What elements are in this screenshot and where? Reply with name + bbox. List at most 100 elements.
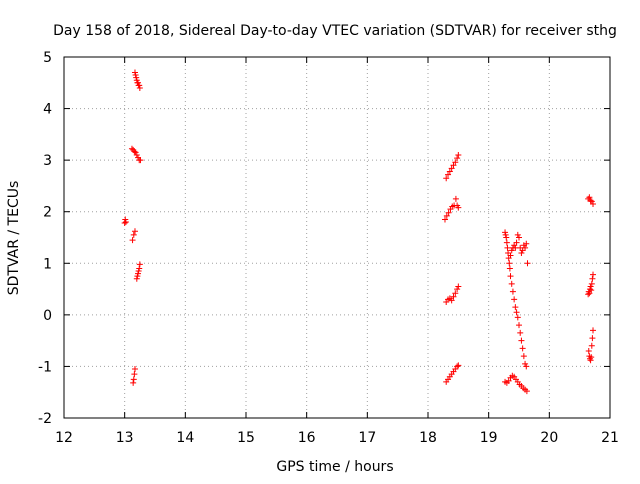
data-point [502,229,509,236]
data-point [454,155,461,162]
data-point [506,265,513,272]
data-point [121,220,128,227]
data-point [450,293,457,300]
data-point [448,165,455,172]
data-point [585,291,592,298]
data-point [135,79,142,86]
data-point [523,388,530,395]
data-point [518,249,525,256]
data-point [518,337,525,344]
data-point [131,148,138,155]
data-point [445,209,452,216]
data-point [520,353,527,360]
data-point [443,212,450,219]
data-point [450,162,457,169]
series-arc-16 [585,327,597,364]
data-point [513,309,520,316]
series-arc-3 [121,216,129,227]
data-point [136,82,143,89]
data-point [133,275,140,282]
data-point [454,286,461,293]
data-point [588,354,595,361]
series-arc-14 [585,194,597,207]
series-arc-7 [443,151,462,182]
data-point [524,260,531,267]
data-point [507,273,514,280]
data-marks [121,69,597,395]
data-point [455,204,462,211]
x-tick-label: 13 [116,430,134,446]
data-point [504,244,511,251]
x-tick-label: 16 [298,430,316,446]
data-point [508,280,515,287]
data-point [523,240,530,247]
data-point [131,228,138,235]
axis-ticks [63,56,611,419]
x-tick-label: 17 [358,430,376,446]
data-point [134,273,141,280]
data-point [514,314,521,321]
series-arc-8 [441,195,462,223]
data-point [523,363,530,370]
data-point [586,286,593,293]
data-point [507,252,514,259]
data-point [513,239,520,246]
data-point [122,216,129,223]
series-arc-5 [133,261,143,282]
data-point [590,200,597,207]
data-point [131,366,138,373]
data-point [455,151,462,158]
data-point [503,234,510,241]
data-point [586,290,593,297]
data-point [587,283,594,290]
data-point [509,288,516,295]
data-point [130,376,137,383]
data-point [130,379,137,386]
data-point [446,168,453,175]
data-point [133,74,140,81]
plot-border [63,56,611,419]
data-point [508,247,515,254]
data-point [448,297,455,304]
data-point [133,151,140,158]
y-tick-label: -1 [38,359,52,375]
data-point [514,231,521,238]
data-point [129,237,136,244]
data-point [452,195,459,202]
data-point [131,371,138,378]
data-point [511,296,518,303]
series-arc-6 [130,366,138,386]
x-tick-label: 19 [480,430,498,446]
data-point [441,216,448,223]
data-point [516,322,522,329]
series-arc-2 [128,145,144,164]
y-axis-label: SDTVAR / TECUs [6,181,22,296]
series-arc-15 [585,271,597,298]
y-tick-label: 5 [43,50,52,66]
data-point [136,261,143,268]
data-point [137,157,144,164]
grid-lines [64,57,610,418]
chart-title: Day 158 of 2018, Sidereal Day-to-day VTE… [53,23,617,39]
data-point [505,377,512,384]
data-point [131,69,138,76]
data-point [130,231,137,238]
data-point [503,239,510,246]
data-point [455,283,462,290]
data-point [588,342,595,349]
data-point [589,275,596,282]
data-point [586,194,593,201]
data-point [136,84,143,91]
data-point [516,234,522,241]
data-point [445,171,452,178]
data-point [135,270,142,277]
series-arc-13 [502,372,530,395]
data-point [455,362,462,369]
data-point [590,327,597,334]
data-point [588,280,595,287]
data-point [587,197,594,204]
data-point [452,290,459,297]
x-tick-label: 14 [176,430,194,446]
